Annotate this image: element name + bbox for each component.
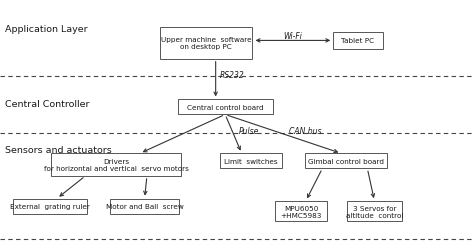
FancyBboxPatch shape <box>275 201 327 221</box>
Text: Wi-Fi: Wi-Fi <box>283 32 302 40</box>
Text: MPU6050
+HMC5983: MPU6050 +HMC5983 <box>280 205 322 218</box>
FancyBboxPatch shape <box>347 201 402 221</box>
Text: Central Controller: Central Controller <box>5 100 89 109</box>
Text: Motor and Ball  screw: Motor and Ball screw <box>106 203 183 209</box>
FancyBboxPatch shape <box>160 28 252 60</box>
FancyBboxPatch shape <box>178 100 273 115</box>
Text: Pulse: Pulse <box>239 127 259 136</box>
FancyBboxPatch shape <box>110 199 179 214</box>
FancyBboxPatch shape <box>51 154 181 176</box>
Text: CAN bus: CAN bus <box>290 126 322 135</box>
Text: Tablet PC: Tablet PC <box>341 38 374 44</box>
FancyBboxPatch shape <box>220 154 282 169</box>
FancyBboxPatch shape <box>13 199 86 214</box>
Text: Upper machine  software
on desktop PC: Upper machine software on desktop PC <box>161 37 252 50</box>
Text: Limit  switches: Limit switches <box>224 158 278 164</box>
Text: 3 Servos for
altitude  control: 3 Servos for altitude control <box>346 205 403 218</box>
Text: RS232: RS232 <box>220 70 245 80</box>
Text: Gimbal control board: Gimbal control board <box>308 158 384 164</box>
Text: Application Layer: Application Layer <box>5 25 87 34</box>
FancyBboxPatch shape <box>333 33 383 49</box>
Text: Central control board: Central control board <box>187 104 264 110</box>
Text: Drivers
for horizontal and vertical  servo motors: Drivers for horizontal and vertical serv… <box>44 158 189 172</box>
FancyBboxPatch shape <box>304 154 387 169</box>
Text: External  grating ruler: External grating ruler <box>10 203 90 209</box>
Text: Sensors and actuators: Sensors and actuators <box>5 145 111 154</box>
